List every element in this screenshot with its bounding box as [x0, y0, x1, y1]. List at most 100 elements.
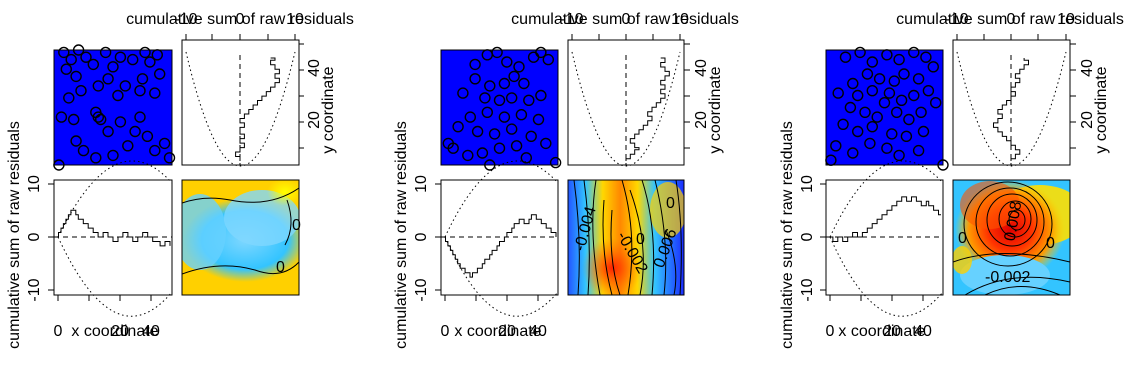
data-point [134, 111, 146, 123]
data-point [866, 84, 878, 97]
residual-tick-label: 10 [799, 175, 816, 193]
data-point [99, 46, 112, 59]
y-cumulative-residuals [993, 58, 1029, 161]
data-point [58, 46, 70, 59]
x-axis-ticks: 0 20 40 [54, 295, 160, 340]
data-point [484, 80, 496, 92]
x-cumulative-residual-line [828, 196, 941, 242]
data-point [141, 130, 154, 143]
data-point [878, 96, 891, 109]
data-point [151, 49, 164, 61]
x-cumulative-residuals [56, 209, 171, 247]
top-tick-label: -10 [174, 11, 197, 28]
data-point [920, 51, 932, 63]
data-point [102, 125, 114, 138]
data-point [513, 61, 525, 73]
data-point [830, 140, 842, 152]
data-point [77, 144, 90, 157]
data-point [70, 135, 82, 147]
contour-label: 0 [958, 230, 967, 247]
data-point [498, 111, 511, 123]
data-point [491, 46, 503, 59]
x-axis-ticks: 0 20 40 [826, 295, 932, 340]
top-axis-ticks: -10 0 10 [945, 11, 1075, 40]
data-point [122, 140, 134, 152]
data-point [832, 87, 844, 99]
data-point [134, 84, 146, 97]
y-axis-ticks: 20 40 [1070, 43, 1096, 149]
data-point [915, 106, 927, 119]
y-tick-label: 20 [306, 111, 323, 129]
data-point [912, 73, 925, 85]
x-confidence-bound [829, 160, 944, 317]
data-point [129, 125, 141, 138]
data-point [895, 94, 908, 107]
data-point [493, 94, 506, 107]
y-confidence-bound [571, 51, 681, 167]
data-point [479, 92, 491, 104]
x-confidence-bound [444, 160, 559, 317]
data-point [102, 73, 114, 85]
contour-label: 0.008 [1002, 200, 1026, 242]
data-point [922, 84, 935, 97]
data-point [508, 70, 520, 83]
top-tick-label: 0 [622, 11, 631, 28]
data-point [80, 51, 92, 63]
data-point [515, 108, 528, 121]
residual-tick-label: 10 [26, 175, 43, 193]
data-point [540, 137, 552, 150]
data-point [520, 152, 532, 164]
data-points [825, 46, 949, 171]
data-point [518, 77, 530, 90]
data-point [476, 147, 489, 159]
data-point [881, 49, 893, 61]
x-cumulative-residual-line [56, 209, 171, 247]
data-point [469, 58, 481, 71]
y-tick-label: 20 [693, 111, 710, 129]
data-point [126, 53, 139, 66]
data-point [893, 53, 905, 66]
residual-tick-label: 0 [799, 232, 816, 241]
data-point [92, 80, 105, 92]
diagnostic-panel-2: cumulative sum of raw residuals cumulati… [393, 11, 739, 349]
y-cumulative-residual-line [235, 57, 280, 161]
data-point [464, 111, 476, 123]
data-point [532, 113, 545, 126]
top-tick-label: -10 [945, 11, 968, 28]
data-point [839, 51, 852, 63]
contour-label: 0 [1046, 235, 1055, 252]
data-point [153, 68, 166, 80]
data-point [87, 58, 100, 71]
plot-title: cumulative sum of raw residuals [126, 11, 354, 28]
y-axis-label: cumulative sum of raw residuals [6, 121, 23, 349]
data-point [72, 44, 85, 56]
x-axis-label: x coordinate [454, 323, 541, 340]
x-tick-label: 0 [441, 323, 450, 340]
y-tick-label: 40 [306, 59, 323, 77]
residual-ticks: -10 0 10 [413, 175, 441, 302]
data-point [506, 92, 518, 104]
data-points [53, 44, 176, 171]
data-point [871, 111, 883, 123]
diagnostic-panel-1: cumulative sum of raw residuals cumulati… [6, 11, 354, 349]
data-point [136, 73, 149, 85]
data-point [144, 56, 156, 68]
data-point [149, 144, 161, 157]
data-point [523, 94, 535, 107]
data-point [852, 125, 864, 138]
x-axis-label: x coordinate [838, 323, 925, 340]
data-point [55, 111, 68, 123]
data-point [908, 89, 920, 102]
data-point [854, 46, 866, 59]
data-point [912, 144, 925, 157]
y-tick-label: 40 [693, 59, 710, 77]
x-tick-label: 20 [883, 323, 901, 340]
data-point [866, 56, 878, 68]
data-point [866, 120, 878, 133]
residual-tick-label: 10 [413, 175, 430, 193]
data-point [510, 140, 523, 152]
data-point [90, 152, 102, 164]
x-cumulative-residuals [443, 214, 557, 278]
x-tick-label: 40 [142, 323, 160, 340]
